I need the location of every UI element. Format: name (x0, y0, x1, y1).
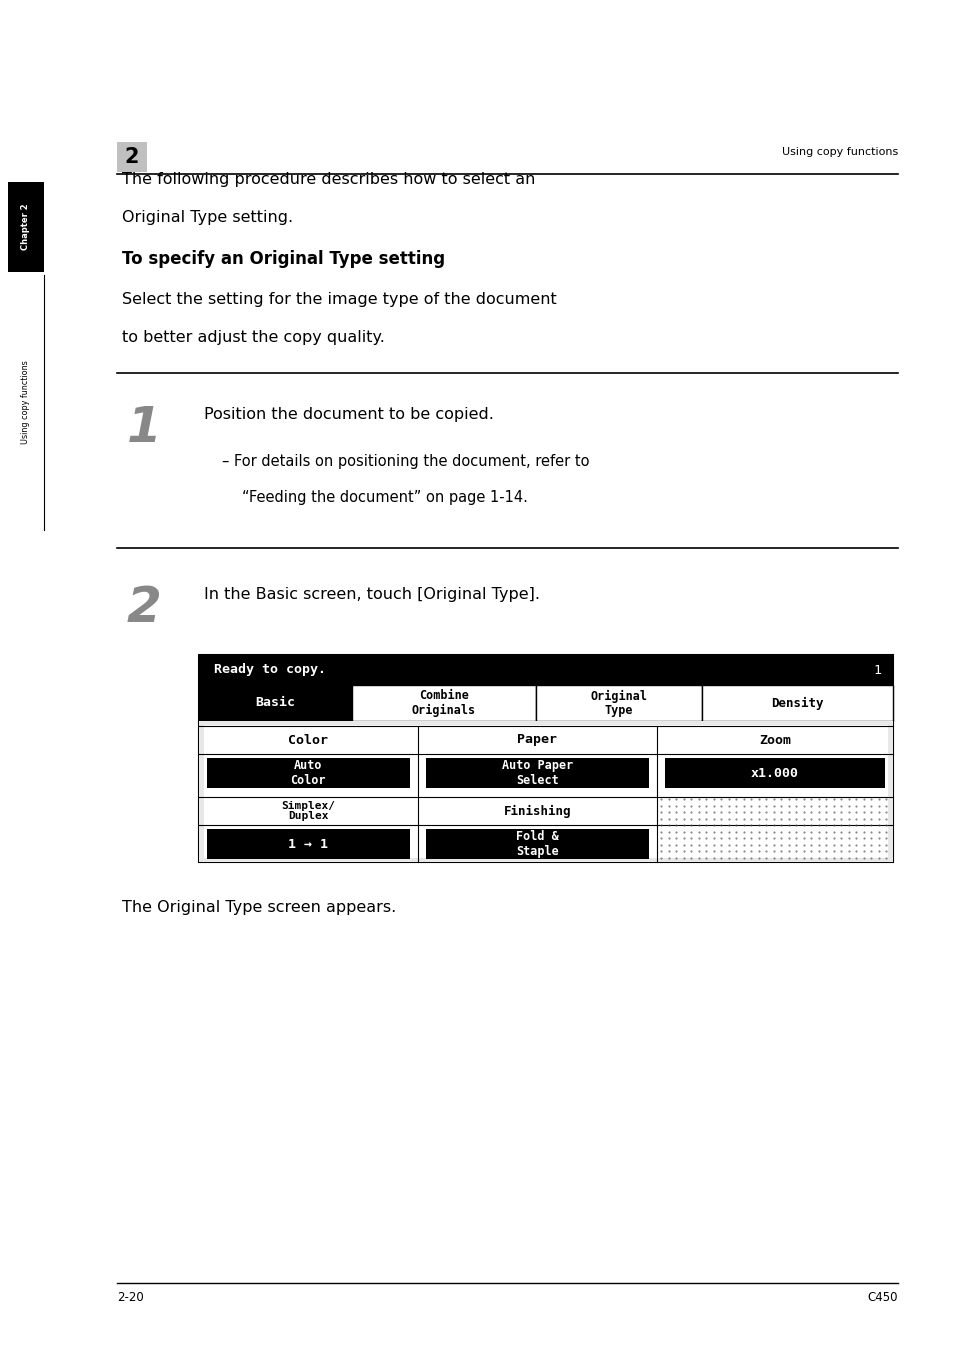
Bar (8, 182, 44, 272)
Text: 2-20: 2-20 (117, 1292, 144, 1304)
Bar (199, 655, 892, 862)
Text: Paper: Paper (517, 734, 557, 747)
Text: to better adjust the copy quality.: to better adjust the copy quality. (122, 330, 384, 345)
Bar (664, 758, 884, 788)
Text: Combine
Originals: Combine Originals (411, 689, 476, 716)
Text: 2: 2 (127, 584, 162, 632)
Bar (425, 830, 648, 859)
Text: Chapter 2: Chapter 2 (22, 204, 30, 250)
Text: Finishing: Finishing (503, 804, 571, 817)
Bar (207, 830, 409, 859)
Text: In the Basic screen, touch [Original Type].: In the Basic screen, touch [Original Typ… (204, 586, 539, 603)
Text: Simplex/
Duplex: Simplex/ Duplex (281, 801, 335, 821)
Text: Ready to copy.: Ready to copy. (213, 663, 326, 677)
Bar (117, 142, 147, 172)
Text: To specify an Original Type setting: To specify an Original Type setting (122, 250, 445, 267)
Text: Auto
Color: Auto Color (290, 759, 326, 788)
Text: Position the document to be copied.: Position the document to be copied. (204, 407, 494, 422)
Bar (199, 721, 892, 862)
Text: x1.000: x1.000 (750, 766, 799, 780)
Bar (199, 655, 892, 685)
Text: Color: Color (288, 734, 328, 747)
Text: Auto Paper
Select: Auto Paper Select (501, 759, 573, 788)
Text: – For details on positioning the document, refer to: – For details on positioning the documen… (222, 454, 589, 469)
Text: Zoom: Zoom (759, 734, 790, 747)
Text: Fold &
Staple: Fold & Staple (516, 830, 558, 858)
Text: “Feeding the document” on page 1-14.: “Feeding the document” on page 1-14. (242, 490, 527, 505)
Bar (207, 758, 409, 788)
Text: 1 → 1: 1 → 1 (288, 838, 328, 851)
Bar (425, 758, 648, 788)
Text: Select the setting for the image type of the document: Select the setting for the image type of… (122, 292, 557, 307)
Text: Density: Density (771, 697, 823, 709)
Bar (535, 685, 701, 721)
Bar (701, 685, 892, 721)
Bar (352, 685, 535, 721)
Text: 2: 2 (125, 147, 139, 168)
Text: The Original Type screen appears.: The Original Type screen appears. (122, 900, 395, 915)
Text: Original Type setting.: Original Type setting. (122, 209, 293, 226)
Text: Basic: Basic (255, 697, 295, 709)
Text: The following procedure describes how to select an: The following procedure describes how to… (122, 172, 535, 186)
Bar (204, 725, 887, 858)
Text: C450: C450 (866, 1292, 897, 1304)
Bar (199, 685, 352, 721)
Text: Using copy functions: Using copy functions (22, 361, 30, 444)
Text: Using copy functions: Using copy functions (781, 147, 897, 157)
Text: 1: 1 (872, 663, 880, 677)
Text: Original
Type: Original Type (590, 689, 647, 716)
Text: 1: 1 (127, 404, 162, 453)
